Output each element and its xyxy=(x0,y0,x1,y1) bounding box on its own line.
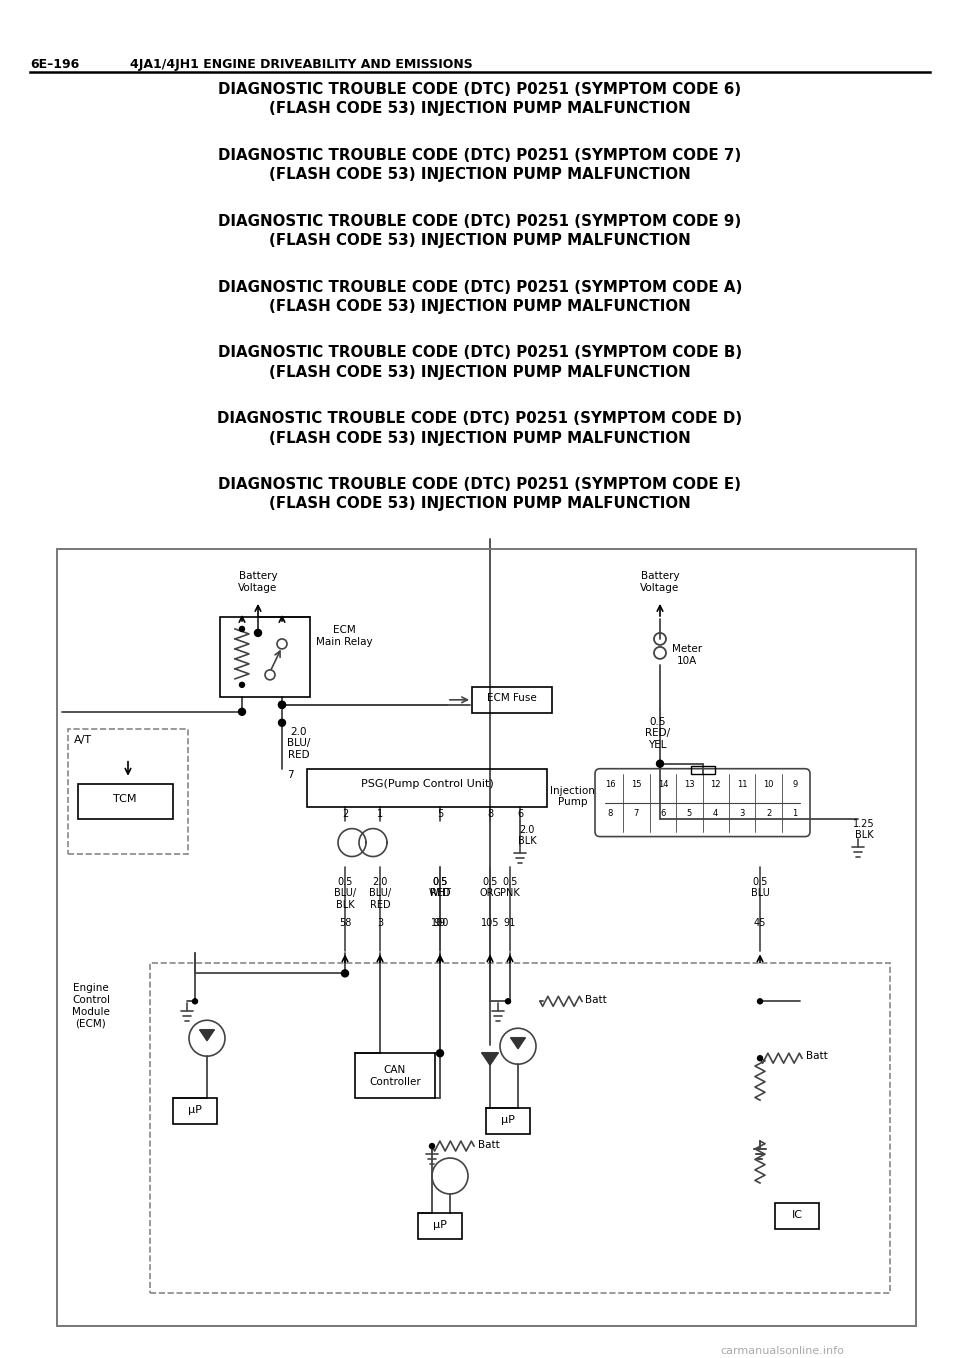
Text: 2: 2 xyxy=(342,808,348,819)
Circle shape xyxy=(239,682,245,687)
Circle shape xyxy=(657,760,663,767)
Text: 58: 58 xyxy=(339,918,351,929)
Circle shape xyxy=(429,1143,435,1149)
Text: DIAGNOSTIC TROUBLE CODE (DTC) P0251 (SYMPTOM CODE 9)
(FLASH CODE 53) INJECTION P: DIAGNOSTIC TROUBLE CODE (DTC) P0251 (SYM… xyxy=(218,213,742,249)
Circle shape xyxy=(506,998,511,1004)
Text: Meter
10A: Meter 10A xyxy=(672,644,702,665)
Text: Batt: Batt xyxy=(806,1051,828,1061)
Text: 105: 105 xyxy=(481,918,499,929)
Text: PSG(Pump Control Unit): PSG(Pump Control Unit) xyxy=(361,778,493,789)
Text: 91: 91 xyxy=(504,918,516,929)
Text: TCM: TCM xyxy=(113,793,136,804)
Bar xyxy=(173,1099,217,1124)
Circle shape xyxy=(193,998,198,1004)
Text: 16: 16 xyxy=(605,779,615,789)
Polygon shape xyxy=(511,1039,525,1048)
Text: 0.5
PNK: 0.5 PNK xyxy=(500,876,520,898)
Text: Engine
Control
Module
(ECM): Engine Control Module (ECM) xyxy=(72,983,110,1028)
Bar xyxy=(355,1054,435,1099)
Text: 1.25
BLK: 1.25 BLK xyxy=(853,819,875,841)
Text: 6E–196: 6E–196 xyxy=(30,58,80,71)
Bar xyxy=(220,617,310,697)
Text: 4: 4 xyxy=(713,808,718,818)
Text: 0.5
RED/
YEL: 0.5 RED/ YEL xyxy=(645,717,670,750)
Text: 3: 3 xyxy=(739,808,745,818)
Text: 100: 100 xyxy=(431,918,449,929)
Circle shape xyxy=(437,1050,444,1057)
Text: 7: 7 xyxy=(634,808,639,818)
Text: carmanualsonline.info: carmanualsonline.info xyxy=(720,1346,844,1355)
Text: 2.0
BLU/
RED: 2.0 BLU/ RED xyxy=(369,876,391,910)
Bar xyxy=(472,687,552,713)
Text: μP: μP xyxy=(501,1115,515,1126)
Text: 7: 7 xyxy=(287,770,294,779)
Text: 0.5
BLU: 0.5 BLU xyxy=(751,876,769,898)
Text: Batt: Batt xyxy=(585,995,607,1005)
Text: 4JA1/4JH1 ENGINE DRIVEABILITY AND EMISSIONS: 4JA1/4JH1 ENGINE DRIVEABILITY AND EMISSI… xyxy=(130,58,472,71)
Text: DIAGNOSTIC TROUBLE CODE (DTC) P0251 (SYMPTOM CODE 7)
(FLASH CODE 53) INJECTION P: DIAGNOSTIC TROUBLE CODE (DTC) P0251 (SYM… xyxy=(218,148,742,182)
Text: 1: 1 xyxy=(792,808,798,818)
Text: Battery
Voltage: Battery Voltage xyxy=(238,570,277,592)
Text: CAN
Controller: CAN Controller xyxy=(370,1065,420,1086)
Bar xyxy=(775,1203,819,1229)
Text: 3: 3 xyxy=(377,918,383,929)
Text: μP: μP xyxy=(433,1219,447,1230)
Polygon shape xyxy=(482,1054,498,1065)
Text: DIAGNOSTIC TROUBLE CODE (DTC) P0251 (SYMPTOM CODE A)
(FLASH CODE 53) INJECTION P: DIAGNOSTIC TROUBLE CODE (DTC) P0251 (SYM… xyxy=(218,280,742,314)
Circle shape xyxy=(278,701,285,709)
Text: 2.0
BLU/
RED: 2.0 BLU/ RED xyxy=(287,727,310,760)
Bar xyxy=(78,784,173,819)
Text: DIAGNOSTIC TROUBLE CODE (DTC) P0251 (SYMPTOM CODE E)
(FLASH CODE 53) INJECTION P: DIAGNOSTIC TROUBLE CODE (DTC) P0251 (SYM… xyxy=(219,477,741,512)
Text: Injection
Pump: Injection Pump xyxy=(550,786,595,807)
Text: 6: 6 xyxy=(660,808,665,818)
Text: 45: 45 xyxy=(754,918,766,929)
Circle shape xyxy=(278,701,285,709)
Text: 9: 9 xyxy=(792,779,798,789)
Text: 1: 1 xyxy=(377,808,383,819)
Circle shape xyxy=(757,998,762,1004)
Bar xyxy=(690,766,714,774)
Text: ECM Fuse: ECM Fuse xyxy=(487,693,537,703)
Circle shape xyxy=(342,970,348,976)
Bar xyxy=(57,549,916,1325)
Circle shape xyxy=(238,709,246,716)
Text: A/T: A/T xyxy=(74,735,92,744)
Text: 5: 5 xyxy=(686,808,692,818)
Text: IC: IC xyxy=(791,1210,803,1219)
Text: 13: 13 xyxy=(684,779,695,789)
Polygon shape xyxy=(200,1031,214,1040)
Text: 12: 12 xyxy=(710,779,721,789)
Text: 8: 8 xyxy=(487,808,493,819)
Text: DIAGNOSTIC TROUBLE CODE (DTC) P0251 (SYMPTOM CODE B)
(FLASH CODE 53) INJECTION P: DIAGNOSTIC TROUBLE CODE (DTC) P0251 (SYM… xyxy=(218,345,742,380)
Circle shape xyxy=(278,720,285,727)
Bar xyxy=(307,769,547,807)
Text: 0.5
ORG: 0.5 ORG xyxy=(479,876,501,898)
Text: 6: 6 xyxy=(516,808,523,819)
Circle shape xyxy=(254,629,261,637)
Text: Batt: Batt xyxy=(478,1141,500,1150)
Text: 15: 15 xyxy=(631,779,641,789)
Text: 11: 11 xyxy=(737,779,748,789)
Text: Battery
Voltage: Battery Voltage xyxy=(640,570,680,592)
Text: DIAGNOSTIC TROUBLE CODE (DTC) P0251 (SYMPTOM CODE D)
(FLASH CODE 53) INJECTION P: DIAGNOSTIC TROUBLE CODE (DTC) P0251 (SYM… xyxy=(217,411,743,445)
Text: 99: 99 xyxy=(434,918,446,929)
Text: 0.5
WHT: 0.5 WHT xyxy=(428,876,451,898)
Bar xyxy=(150,963,890,1293)
Text: 5: 5 xyxy=(437,808,444,819)
Text: 0.5
RED: 0.5 RED xyxy=(430,876,450,898)
Text: 2.0
BLK: 2.0 BLK xyxy=(518,824,537,846)
Text: 10: 10 xyxy=(763,779,774,789)
Text: μP: μP xyxy=(188,1105,202,1115)
Text: 8: 8 xyxy=(608,808,612,818)
Text: 14: 14 xyxy=(658,779,668,789)
Bar xyxy=(68,729,188,854)
Bar xyxy=(486,1108,530,1134)
Text: 0.5
BLU/
BLK: 0.5 BLU/ BLK xyxy=(334,876,356,910)
Text: 2: 2 xyxy=(766,808,771,818)
Bar xyxy=(418,1213,462,1238)
Text: ECM
Main Relay: ECM Main Relay xyxy=(316,625,372,646)
Circle shape xyxy=(757,1055,762,1061)
Circle shape xyxy=(239,626,245,631)
Text: DIAGNOSTIC TROUBLE CODE (DTC) P0251 (SYMPTOM CODE 6)
(FLASH CODE 53) INJECTION P: DIAGNOSTIC TROUBLE CODE (DTC) P0251 (SYM… xyxy=(219,81,741,115)
